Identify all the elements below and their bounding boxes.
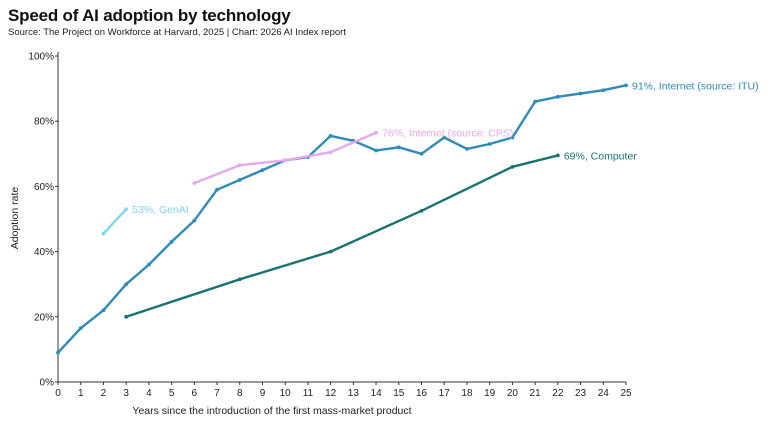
- data-point: [215, 187, 219, 192]
- x-tick-label: 10: [280, 388, 292, 399]
- y-tick-label: 100%: [28, 52, 54, 63]
- series-1: [192, 130, 378, 186]
- y-tick-label: 80%: [34, 117, 54, 128]
- data-point: [78, 326, 83, 331]
- data-point: [533, 99, 538, 104]
- y-axis-title: Adoption rate: [9, 187, 21, 250]
- series-line: [56, 84, 628, 354]
- x-tick-label: 5: [169, 388, 175, 399]
- series-end-label: 69%, Computer: [564, 150, 637, 162]
- series-labels: 91%, Internet (source: ITU) 76%, Internet…: [132, 80, 758, 216]
- x-tick-label: 3: [123, 388, 129, 399]
- data-point: [510, 164, 515, 169]
- series-2: [101, 207, 129, 236]
- data-point: [260, 168, 265, 173]
- data-point: [124, 314, 129, 319]
- x-tick-label: 9: [260, 388, 266, 399]
- data-point: [328, 133, 333, 138]
- chart-title: Speed of AI adoption by technology: [8, 6, 291, 25]
- x-tick-label: 0: [55, 388, 61, 399]
- y-tick-label: 40%: [34, 247, 54, 258]
- series-0: [56, 83, 628, 355]
- x-axis-title: Years since the introduction of the firs…: [132, 405, 411, 417]
- data-point: [578, 91, 583, 96]
- x-tick-label: 11: [303, 388, 314, 399]
- x-tick-label: 6: [192, 388, 198, 399]
- x-tick-label: 20: [507, 388, 519, 399]
- data-point: [192, 218, 197, 223]
- x-tick-label: 4: [146, 388, 152, 399]
- series-end-label: 53%, GenAI: [132, 204, 189, 216]
- y-tick-label: 20%: [34, 312, 54, 323]
- data-point: [124, 207, 129, 212]
- data-point: [487, 142, 492, 146]
- data-point: [465, 147, 469, 151]
- data-point: [328, 249, 333, 254]
- x-tick-label: 21: [530, 388, 542, 399]
- data-point: [101, 308, 106, 313]
- chart-subtitle: Source: The Project on Workforce at Harv…: [8, 27, 346, 38]
- data-point: [101, 231, 106, 236]
- data-point: [555, 94, 560, 99]
- series-layer: [56, 83, 628, 355]
- x-tick-label: 7: [214, 388, 220, 399]
- x-tick-label: 23: [575, 388, 587, 399]
- data-point: [601, 88, 606, 93]
- x-tick-label: 14: [371, 388, 383, 399]
- x-tick-label: 24: [598, 388, 610, 399]
- data-point: [374, 148, 378, 153]
- data-point: [555, 153, 560, 158]
- data-point: [396, 145, 401, 150]
- x-tick-label: 1: [78, 388, 84, 399]
- data-point: [510, 135, 515, 140]
- x-tick-label: 16: [416, 388, 428, 399]
- x-tick-label: 17: [439, 388, 451, 399]
- x-tick-label: 13: [348, 388, 360, 399]
- data-point: [192, 181, 197, 186]
- x-tick-label: 19: [484, 388, 496, 399]
- data-point: [124, 282, 129, 287]
- x-tick-label: 2: [101, 388, 107, 399]
- x-tick-label: 22: [552, 388, 564, 399]
- data-point: [374, 130, 378, 135]
- data-point: [442, 135, 447, 140]
- x-tick-label: 8: [237, 388, 243, 399]
- data-point: [237, 177, 242, 182]
- data-point: [419, 151, 424, 156]
- data-point: [624, 83, 628, 88]
- series-line: [102, 208, 128, 235]
- data-point: [283, 158, 288, 163]
- series-line: [125, 154, 559, 318]
- y-tick-label: 0%: [40, 378, 55, 389]
- axes: 0%20%40%60%80%100%0 1 2 3 4 5 6 7 8 9 10 11 12 13 14 15…: [28, 52, 632, 400]
- data-point: [419, 208, 424, 213]
- data-point: [146, 262, 151, 267]
- data-point: [237, 277, 242, 282]
- y-tick-label: 60%: [34, 182, 54, 193]
- x-tick-label: 25: [620, 388, 632, 399]
- x-tick-label: 12: [325, 388, 337, 399]
- data-point: [237, 163, 242, 168]
- data-point: [328, 150, 333, 155]
- x-tick-label: 15: [393, 388, 405, 399]
- x-tick-label: 18: [461, 388, 473, 399]
- data-point: [169, 239, 174, 244]
- data-point: [56, 350, 60, 355]
- series-end-label: 91%, Internet (source: ITU): [632, 80, 759, 92]
- series-3: [124, 153, 560, 319]
- series-end-label: 76%, Internet (source: CPS): [382, 128, 513, 140]
